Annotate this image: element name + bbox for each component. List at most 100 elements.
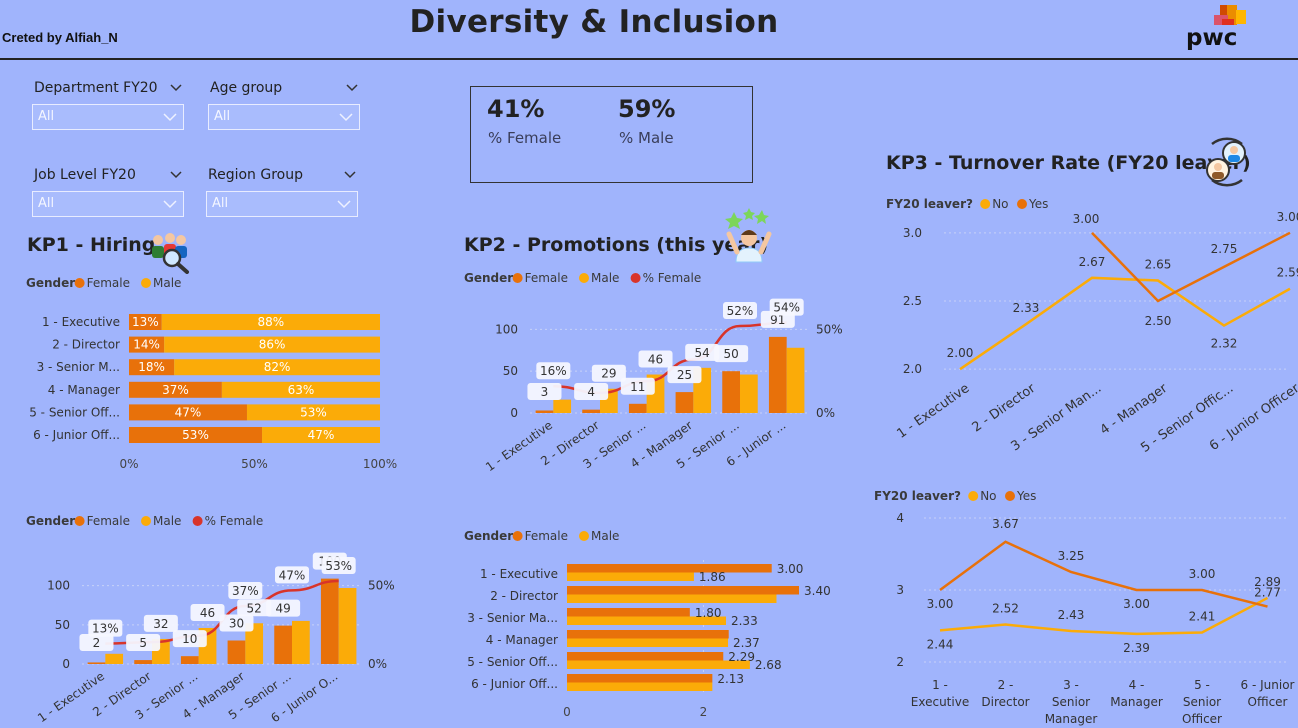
pct-data-label-group: 54% xyxy=(769,298,804,316)
data-label: 2.77 xyxy=(1254,586,1281,600)
chart-turnover-upper: FY20 leaver? No Yes 2.0 2.5 3.0 2.00 2.33 2.67 2.… xyxy=(886,197,1298,456)
male-data-label: 52 xyxy=(247,601,262,615)
data-label: 86% xyxy=(259,338,286,352)
female-bar xyxy=(129,404,247,421)
female-data-label-bg xyxy=(172,630,207,648)
pct-data-label-group: 53% xyxy=(321,556,356,574)
pct-data-label-bg xyxy=(536,362,571,380)
female-data-label-group: 10 xyxy=(172,630,207,648)
slicer-dropdown[interactable]: All xyxy=(32,104,184,130)
pct-data-label-bg xyxy=(723,302,757,320)
legend-marker xyxy=(74,516,85,526)
y-tick-label: 50 xyxy=(503,364,518,378)
male-bar xyxy=(567,594,777,603)
male-bar xyxy=(338,588,357,664)
female-data-label-group: 50 xyxy=(714,345,749,363)
data-label: 2.32 xyxy=(1211,337,1238,351)
female-data-label: 4 xyxy=(587,385,595,399)
legend-title: Gender xyxy=(26,514,75,528)
category-label: Executive xyxy=(911,695,969,709)
pct-data-label-group: 37% xyxy=(228,582,263,600)
female-data-label-bg xyxy=(574,383,609,400)
male-data-label: 46 xyxy=(648,353,663,367)
legend-item: Female xyxy=(87,276,130,290)
chevron-down-icon[interactable] xyxy=(344,171,356,179)
chevron-down-icon[interactable] xyxy=(346,84,358,92)
slicer-dropdown[interactable]: All xyxy=(206,191,358,217)
female-bar xyxy=(567,630,729,639)
chevron-down-icon[interactable] xyxy=(170,84,182,92)
female-bar xyxy=(567,652,724,661)
female-data-label: 3.00 xyxy=(777,562,804,576)
legend-item: % Female xyxy=(205,514,264,528)
data-label: 13% xyxy=(132,315,159,329)
female-data-label-bg xyxy=(667,366,702,384)
female-data-label: 3.40 xyxy=(804,584,831,598)
section-title-turnover: KP3 - Turnover Rate (FY20 leaver) xyxy=(886,152,1251,174)
data-label: 88% xyxy=(257,315,284,329)
slicer-value: All xyxy=(214,109,231,124)
male-bar xyxy=(164,336,380,353)
data-label: 2.39 xyxy=(1123,641,1150,655)
chevron-down-icon[interactable] xyxy=(170,171,182,179)
female-bar xyxy=(274,625,292,664)
y2-tick-label: 50% xyxy=(816,322,843,336)
y-tick-label: 50 xyxy=(55,618,70,632)
category-label: 4 - Manager xyxy=(48,383,120,397)
data-label: 2.50 xyxy=(1145,314,1172,328)
male-data-label: 46 xyxy=(200,606,215,620)
slicer-dropdown[interactable]: All xyxy=(208,104,360,130)
kpi-female-label: % Female xyxy=(488,129,562,147)
female-data-label-bg xyxy=(126,634,161,651)
chevron-down-icon xyxy=(163,113,177,122)
pct-data-label-group: 13% xyxy=(88,619,123,637)
male-bar xyxy=(161,314,380,330)
male-data-label-group: 54 xyxy=(685,343,720,361)
male-data-label-bg xyxy=(190,603,225,621)
male-data-label: 1.86 xyxy=(699,570,726,584)
female-data-label-bg xyxy=(620,377,655,395)
female-bar xyxy=(180,656,199,664)
y-tick-label: 0 xyxy=(510,406,518,420)
legend-item: Male xyxy=(591,271,619,285)
y-tick-label: 100 xyxy=(495,322,518,336)
legend-item: No xyxy=(992,197,1008,211)
male-data-label: 54 xyxy=(695,346,710,360)
slicer-value: All xyxy=(38,109,55,124)
data-label: 37% xyxy=(162,383,189,397)
male-data-label: 2.37 xyxy=(733,636,760,650)
category-label: 5 - Senior Off... xyxy=(467,655,558,669)
data-label: 2.59 xyxy=(1277,266,1298,280)
credit-text: Creted by Alfiah_N xyxy=(2,30,118,45)
female-data-label-group: 30 xyxy=(219,614,254,632)
legend-marker xyxy=(968,491,979,501)
data-label: 2.44 xyxy=(927,637,954,651)
female-data-label: 25 xyxy=(677,368,692,382)
male-data-label: 29 xyxy=(601,367,616,381)
chart-hiring-percentage: Gender Female Male 1 - Executive 13% 88% 2 - D… xyxy=(26,276,397,471)
female-bar xyxy=(320,578,339,664)
data-label: 2.52 xyxy=(992,602,1019,616)
legend-marker xyxy=(74,278,85,288)
data-label: 63% xyxy=(288,383,315,397)
data-label: 2.67 xyxy=(1079,255,1106,269)
female-data-label-group: 49 xyxy=(266,599,301,617)
pct-data-label: 13% xyxy=(92,622,119,636)
x-tick-label: 0% xyxy=(119,457,138,471)
data-label: 3.25 xyxy=(1058,549,1085,563)
legend-marker xyxy=(1017,199,1027,209)
legend-marker xyxy=(579,531,589,541)
female-data-label-bg xyxy=(219,614,254,632)
female-data-label-group: 11 xyxy=(620,377,655,395)
legend-marker xyxy=(512,531,523,541)
category-label: Officer xyxy=(1182,712,1222,726)
legend-title: Gender xyxy=(464,529,513,543)
series-line-yes xyxy=(1091,231,1291,303)
y-tick-label: 100 xyxy=(47,579,70,593)
female-bar xyxy=(675,392,694,413)
category-label: 1 - Executive xyxy=(894,381,972,442)
female-bar xyxy=(582,409,600,413)
slicer-dropdown[interactable]: All xyxy=(32,191,184,217)
category-label: Senior xyxy=(1183,695,1221,709)
y2-tick-label: 0% xyxy=(368,657,387,671)
